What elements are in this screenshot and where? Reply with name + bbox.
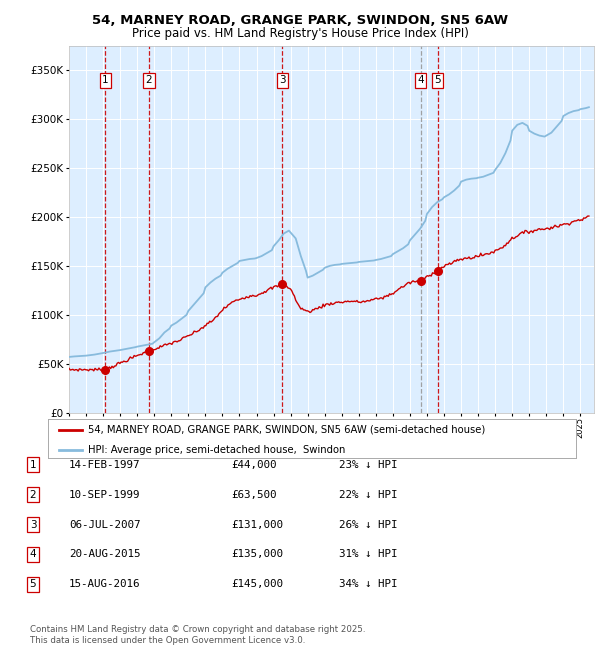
Text: 26% ↓ HPI: 26% ↓ HPI <box>339 519 397 530</box>
Text: 5: 5 <box>434 75 441 85</box>
Text: 54, MARNEY ROAD, GRANGE PARK, SWINDON, SN5 6AW (semi-detached house): 54, MARNEY ROAD, GRANGE PARK, SWINDON, S… <box>88 425 485 435</box>
Text: 1: 1 <box>102 75 109 85</box>
Text: 15-AUG-2016: 15-AUG-2016 <box>69 579 140 590</box>
Text: 3: 3 <box>279 75 286 85</box>
Text: £44,000: £44,000 <box>231 460 277 470</box>
Text: £131,000: £131,000 <box>231 519 283 530</box>
Text: £135,000: £135,000 <box>231 549 283 560</box>
Text: 06-JUL-2007: 06-JUL-2007 <box>69 519 140 530</box>
Text: 20-AUG-2015: 20-AUG-2015 <box>69 549 140 560</box>
Text: HPI: Average price, semi-detached house,  Swindon: HPI: Average price, semi-detached house,… <box>88 445 345 454</box>
Text: 34% ↓ HPI: 34% ↓ HPI <box>339 579 397 590</box>
Text: 2: 2 <box>146 75 152 85</box>
Text: 22% ↓ HPI: 22% ↓ HPI <box>339 489 397 500</box>
Text: Price paid vs. HM Land Registry's House Price Index (HPI): Price paid vs. HM Land Registry's House … <box>131 27 469 40</box>
Text: 54, MARNEY ROAD, GRANGE PARK, SWINDON, SN5 6AW: 54, MARNEY ROAD, GRANGE PARK, SWINDON, S… <box>92 14 508 27</box>
Text: £63,500: £63,500 <box>231 489 277 500</box>
Text: 3: 3 <box>29 519 37 530</box>
Text: 23% ↓ HPI: 23% ↓ HPI <box>339 460 397 470</box>
Text: £145,000: £145,000 <box>231 579 283 590</box>
Text: 10-SEP-1999: 10-SEP-1999 <box>69 489 140 500</box>
Text: 5: 5 <box>29 579 37 590</box>
Text: 4: 4 <box>418 75 424 85</box>
Text: Contains HM Land Registry data © Crown copyright and database right 2025.
This d: Contains HM Land Registry data © Crown c… <box>30 625 365 645</box>
Text: 4: 4 <box>29 549 37 560</box>
Text: 2: 2 <box>29 489 37 500</box>
Text: 14-FEB-1997: 14-FEB-1997 <box>69 460 140 470</box>
Text: 1: 1 <box>29 460 37 470</box>
Text: 31% ↓ HPI: 31% ↓ HPI <box>339 549 397 560</box>
